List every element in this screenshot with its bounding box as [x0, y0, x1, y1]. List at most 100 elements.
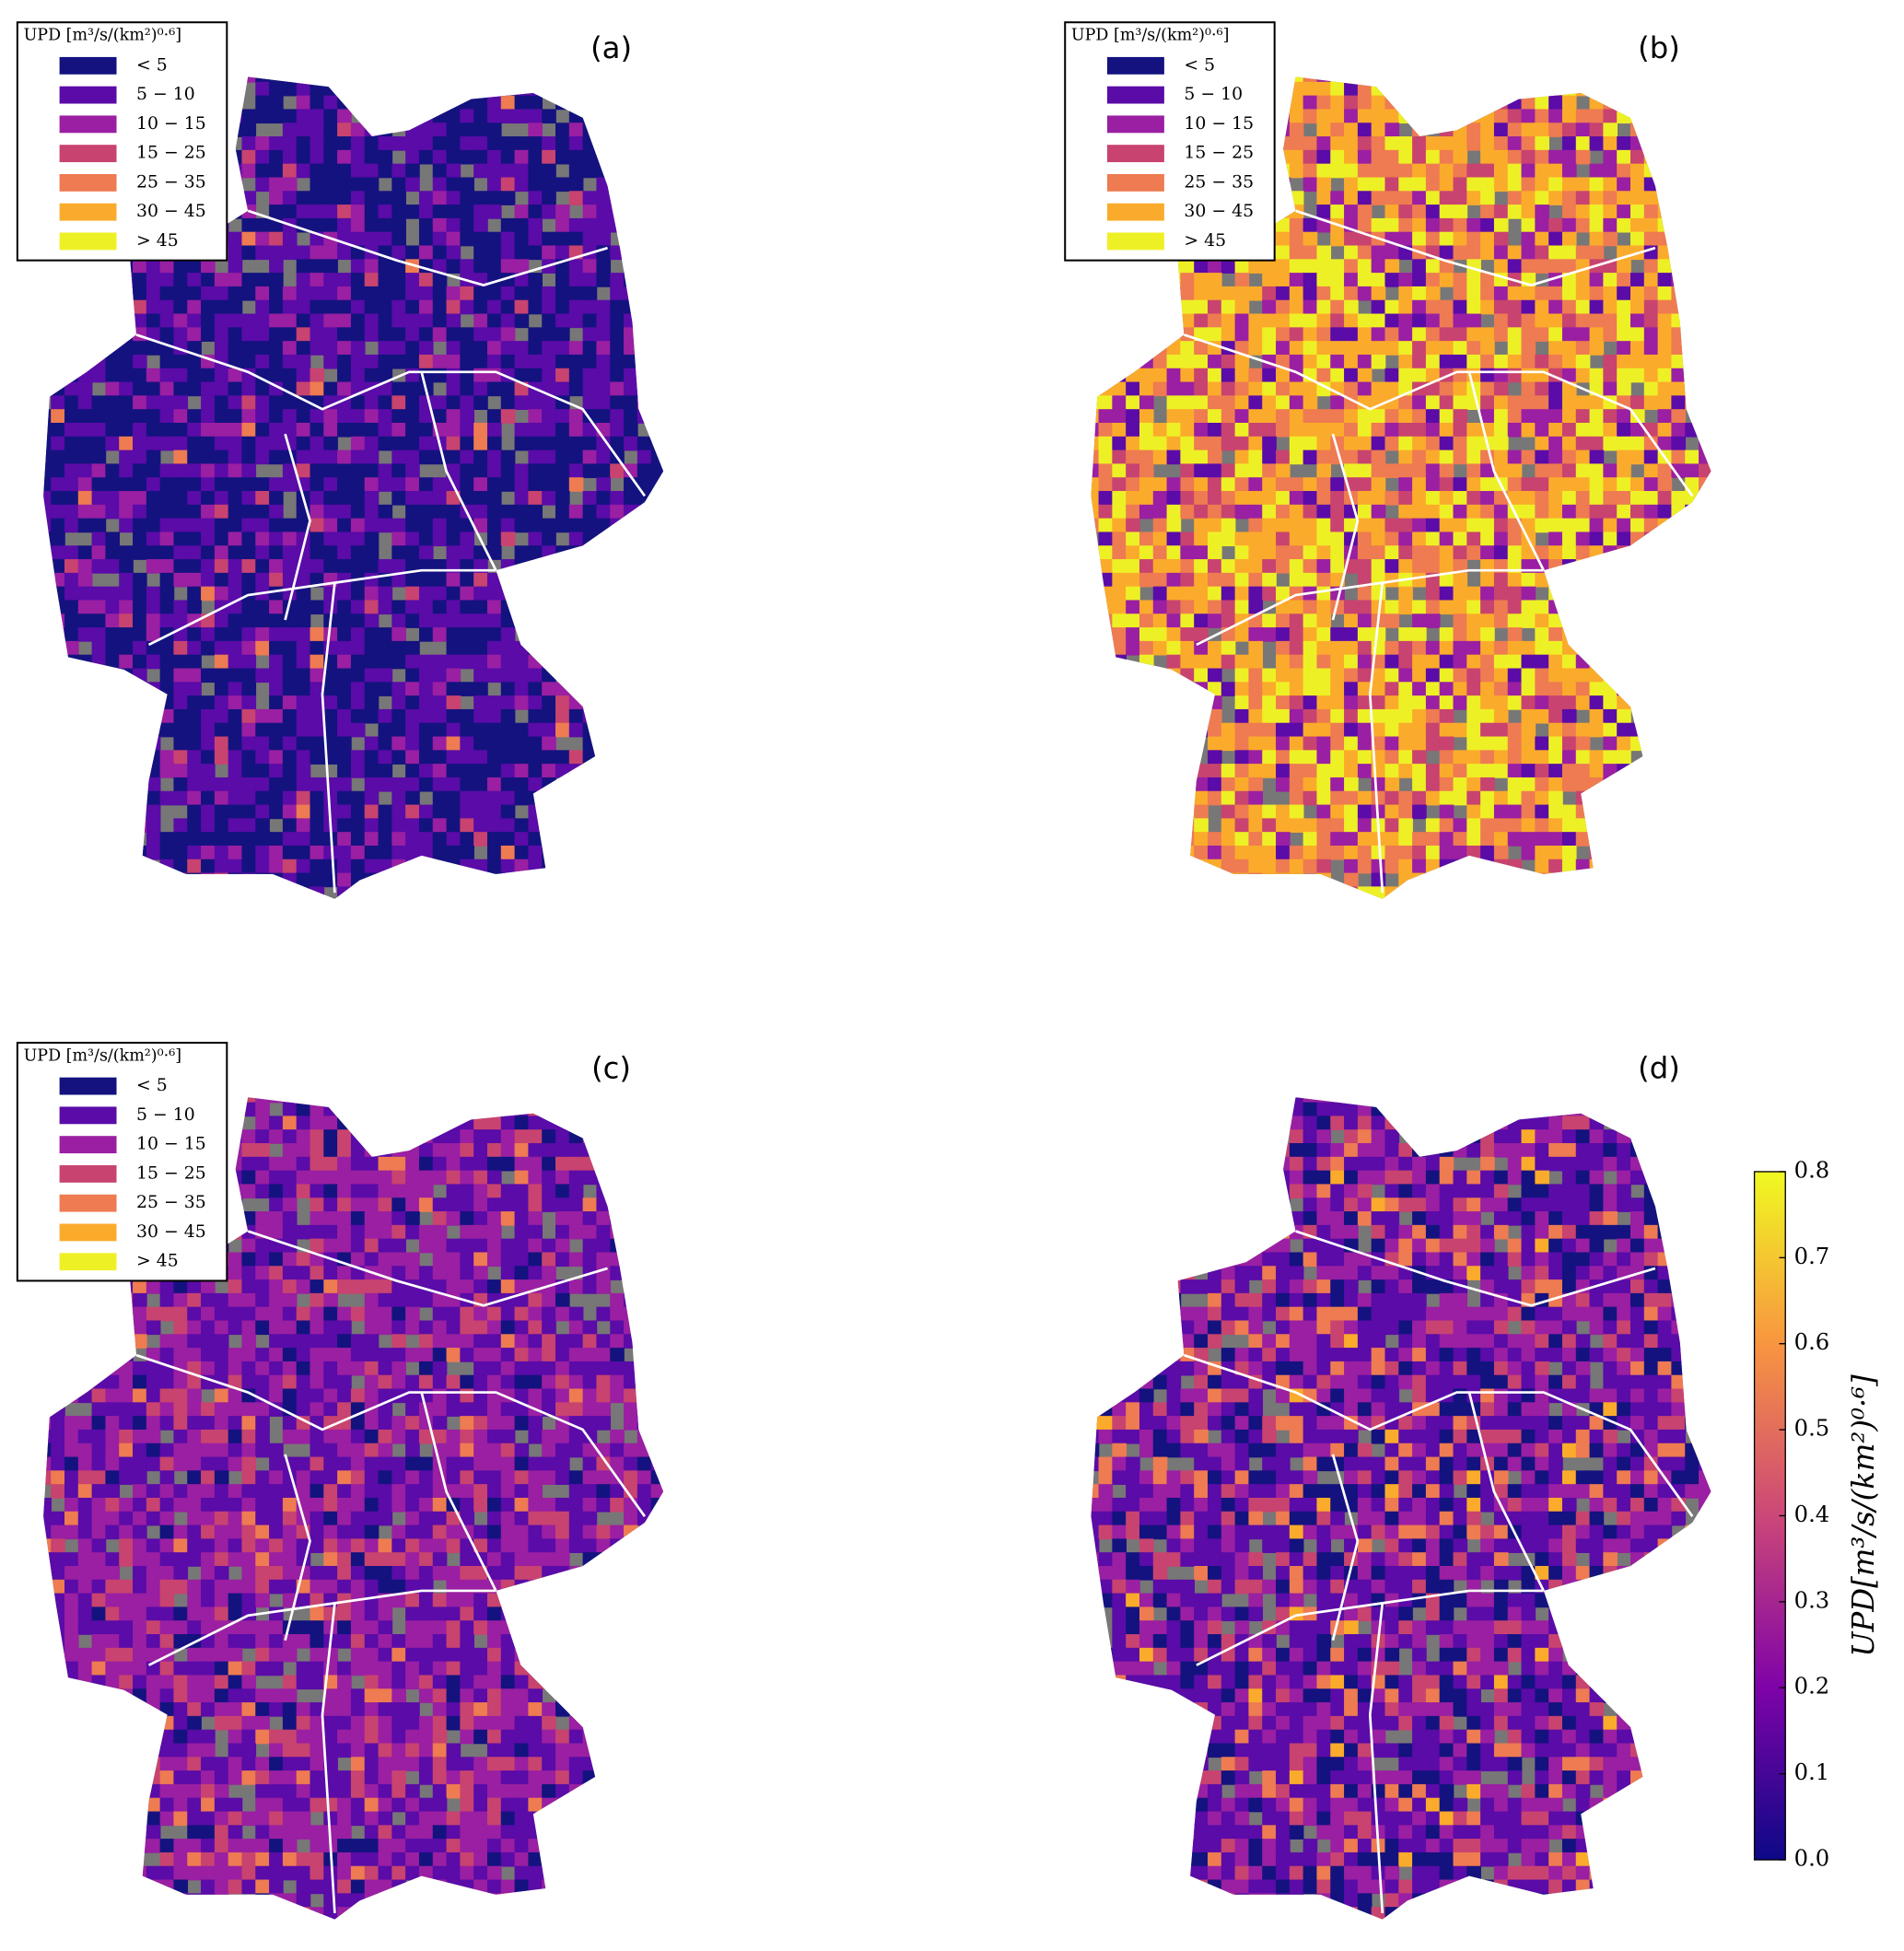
- map-cell: [432, 777, 448, 792]
- map-cell: [1629, 368, 1645, 383]
- map-cell: [201, 409, 216, 424]
- map-cell: [1575, 217, 1591, 233]
- map-cell: [214, 422, 229, 438]
- map-cell: [418, 845, 434, 860]
- map-cell: [446, 640, 461, 656]
- map-cell: [350, 613, 366, 628]
- map-cell: [1384, 491, 1400, 506]
- map-cell: [473, 436, 488, 451]
- map-cell: [187, 818, 202, 833]
- map-cell: [1699, 409, 1711, 424]
- map-cell: [228, 204, 243, 219]
- map-cell: [1561, 395, 1577, 410]
- map-cell: [446, 136, 461, 151]
- map-cell: [1575, 313, 1591, 329]
- map-cell: [1330, 109, 1345, 124]
- map-cell: [1493, 708, 1509, 724]
- map-cell: [1262, 586, 1277, 602]
- map-cell: [610, 640, 625, 656]
- map-cell: [514, 422, 530, 438]
- map-cell: [1439, 327, 1454, 342]
- map-cell: [43, 450, 52, 465]
- map-cell: [1439, 682, 1454, 696]
- map-cell: [1561, 245, 1577, 261]
- map-cell: [1357, 123, 1373, 137]
- map-cell: [1548, 177, 1563, 193]
- map-cell: [337, 177, 352, 193]
- map-cell: [1425, 695, 1441, 710]
- map-cell: [1629, 327, 1645, 342]
- map-cell: [77, 559, 93, 574]
- map-cell: [1453, 477, 1468, 492]
- map-cell: [1098, 341, 1114, 356]
- map-cell: [528, 76, 543, 83]
- map-cell: [1234, 750, 1250, 765]
- map-cell: [187, 804, 202, 820]
- map-cell: [91, 286, 107, 301]
- map-cell: [664, 559, 679, 574]
- map-cell: [1316, 163, 1332, 179]
- map-cell: [1371, 518, 1386, 533]
- map-cell: [1439, 750, 1454, 765]
- map-cell: [1289, 354, 1304, 369]
- map-cell: [528, 559, 543, 574]
- map-cell: [1480, 123, 1495, 137]
- map-cell: [1493, 76, 1509, 83]
- map-cell: [1535, 572, 1549, 588]
- map-cell: [105, 422, 121, 438]
- map-cell: [282, 559, 298, 574]
- map-cell: [1194, 627, 1209, 642]
- map-cell: [255, 627, 270, 642]
- map-cell: [1166, 299, 1182, 315]
- map-cell: [1493, 463, 1509, 479]
- map-cell: [1671, 627, 1687, 642]
- map-cell: [1398, 368, 1413, 383]
- map-cell: [1699, 436, 1711, 451]
- map-cell: [1194, 354, 1209, 369]
- map-cell: [1617, 559, 1631, 574]
- map-cell: [241, 845, 257, 860]
- map-cell: [187, 450, 202, 465]
- map-cell: [1643, 491, 1659, 506]
- map-cell: [528, 436, 543, 451]
- map-cell: [1425, 436, 1441, 451]
- map-cell: [1194, 545, 1209, 560]
- map-cell: [337, 845, 352, 860]
- map-cell: [1699, 422, 1711, 438]
- map-cell: [1561, 722, 1577, 738]
- map-cell: [528, 422, 543, 438]
- map-cell: [1262, 368, 1277, 383]
- map-cell: [637, 504, 652, 520]
- map-cell: [650, 95, 664, 111]
- map-cell: [323, 450, 338, 465]
- map-cell: [1657, 695, 1673, 710]
- map-cell: [337, 109, 352, 124]
- map-cell: [1098, 640, 1114, 656]
- map-cell: [1221, 354, 1236, 369]
- map-cell: [241, 395, 257, 410]
- map-cell: [350, 259, 366, 274]
- map-cell: [282, 191, 298, 205]
- map-cell: [1371, 191, 1386, 205]
- map-cell: [1371, 109, 1386, 124]
- map-cell: [1112, 381, 1127, 397]
- map-cell: [1357, 722, 1373, 738]
- map-cell: [64, 859, 79, 874]
- map-cell: [1112, 532, 1127, 547]
- map-cell: [310, 95, 325, 111]
- map-cell: [1603, 368, 1618, 383]
- map-cell: [269, 790, 284, 806]
- map-cell: [1466, 613, 1481, 628]
- map-cell: [1398, 217, 1413, 233]
- map-cell: [146, 722, 161, 738]
- map-cell: [77, 722, 93, 738]
- map-cell: [1289, 750, 1304, 765]
- map-cell: [77, 409, 93, 424]
- map-cell: [337, 217, 352, 233]
- map-cell: [500, 163, 516, 179]
- map-cell: [650, 818, 664, 833]
- map-cell: [350, 504, 366, 520]
- map-cell: [51, 532, 65, 547]
- map-cell: [473, 286, 488, 301]
- map-cell: [1561, 259, 1577, 274]
